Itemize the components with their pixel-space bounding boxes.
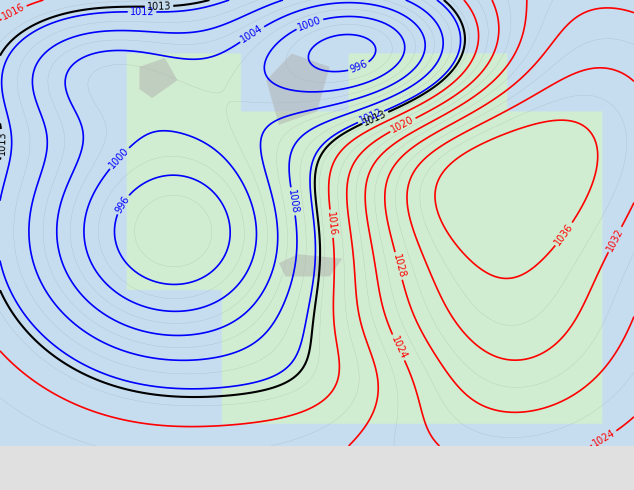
Text: 996: 996	[113, 194, 131, 215]
Text: 1036: 1036	[553, 221, 575, 247]
Text: 1008: 1008	[287, 189, 300, 214]
Polygon shape	[139, 58, 178, 98]
Text: 1012: 1012	[130, 7, 155, 17]
Text: 1004: 1004	[239, 24, 265, 45]
Text: Su 29-09-2024 12:00 UTC (12+168): Su 29-09-2024 12:00 UTC (12+168)	[387, 462, 628, 474]
Text: 1024: 1024	[591, 428, 618, 449]
Text: Surface pressure [hPa] ECMWF: Surface pressure [hPa] ECMWF	[6, 462, 216, 474]
Text: 1012: 1012	[358, 107, 384, 126]
Text: 1013: 1013	[146, 1, 171, 12]
Polygon shape	[279, 254, 342, 276]
Text: ©weatheronline.co.uk: ©weatheronline.co.uk	[493, 478, 628, 488]
Text: 1016: 1016	[1, 2, 27, 22]
Polygon shape	[266, 53, 330, 125]
Text: 996: 996	[349, 59, 369, 75]
Text: 1020: 1020	[390, 115, 416, 135]
Text: 1000: 1000	[107, 146, 131, 171]
Text: 1013: 1013	[0, 131, 7, 155]
Text: 1028: 1028	[391, 253, 406, 279]
Text: 1000: 1000	[296, 15, 323, 32]
Text: 1013: 1013	[362, 108, 389, 127]
Text: 1016: 1016	[325, 211, 338, 236]
FancyBboxPatch shape	[0, 446, 634, 490]
Text: 1032: 1032	[605, 226, 625, 253]
Text: 1024: 1024	[389, 334, 408, 361]
